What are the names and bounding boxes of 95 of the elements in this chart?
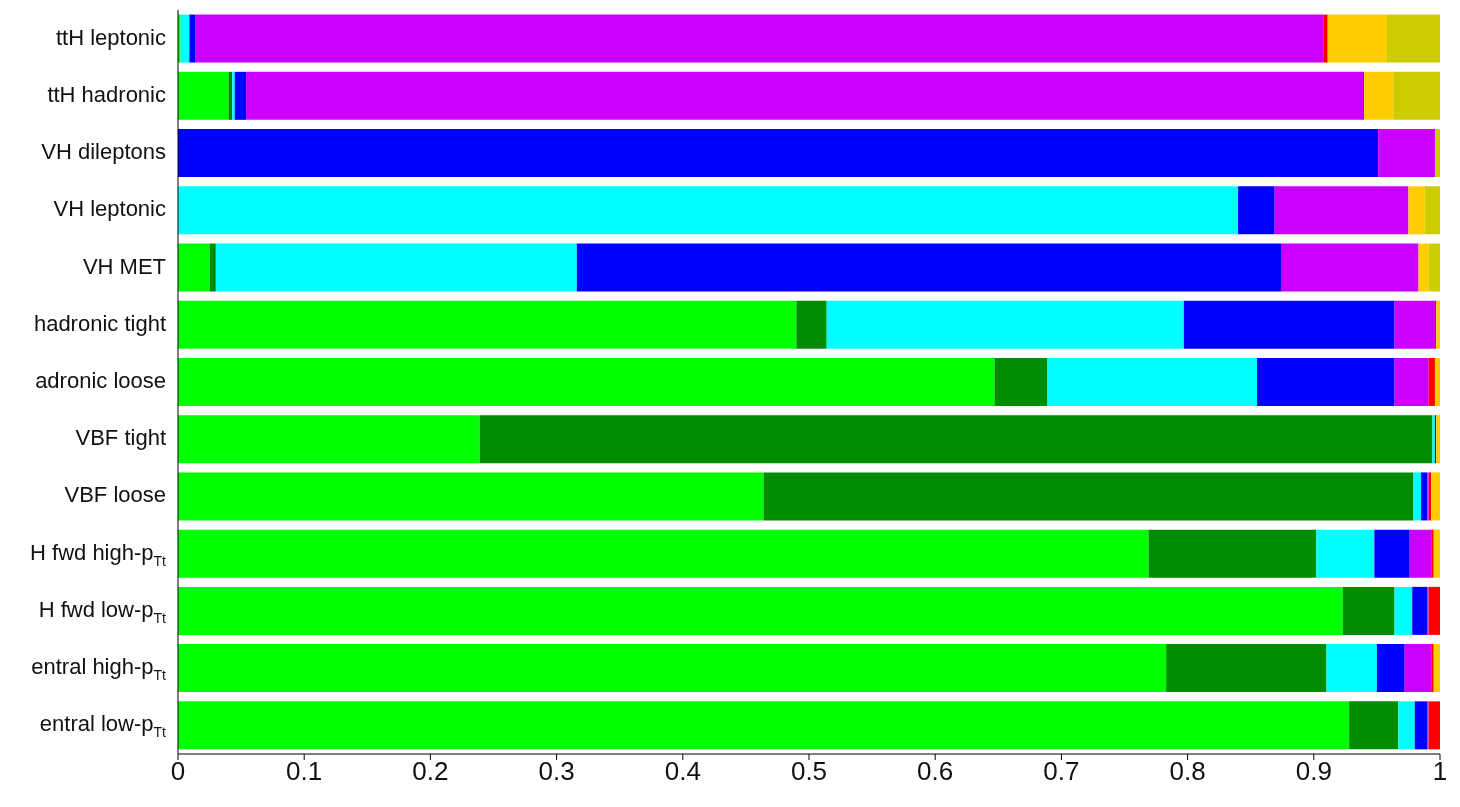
bar <box>1374 529 1410 578</box>
bar <box>1431 472 1440 521</box>
bar <box>1364 71 1394 120</box>
bar <box>576 243 1281 292</box>
bar <box>1434 357 1440 406</box>
bar <box>826 300 1184 349</box>
bar <box>1047 357 1258 406</box>
y-tick-label: hadronic tight <box>33 310 166 336</box>
bar <box>195 14 1324 63</box>
bar <box>994 357 1048 406</box>
x-tick-label: 1 <box>1432 756 1448 787</box>
bar <box>234 71 247 120</box>
y-tick-label: entral high-p$_{Tt}$ <box>31 654 167 684</box>
bar <box>228 71 233 120</box>
y-tick-label: H fwd high-p$_{Tt}$ <box>30 539 167 569</box>
bar <box>178 415 480 464</box>
y-tick-label: ttH hadronic <box>47 81 166 107</box>
x-tick-label: 0 <box>170 756 186 787</box>
bar <box>178 472 764 521</box>
bar <box>1238 186 1275 235</box>
bar <box>1408 186 1425 235</box>
y-tick-label: VH MET <box>82 253 166 279</box>
bar <box>1428 586 1440 635</box>
bar <box>178 243 210 292</box>
bar <box>178 300 797 349</box>
bar <box>1274 186 1409 235</box>
bar <box>1148 529 1317 578</box>
x-tick-label: 0.2 <box>412 756 449 787</box>
bar <box>246 71 1364 120</box>
y-tick-label: ttH leptonic <box>55 24 166 50</box>
bar <box>178 129 1379 178</box>
bar <box>1349 701 1399 750</box>
y-tick-label: VBF tight <box>75 425 166 451</box>
bar <box>1323 14 1328 63</box>
bar <box>1413 472 1422 521</box>
bar <box>209 243 216 292</box>
bar <box>1394 300 1435 349</box>
bar <box>1434 129 1440 178</box>
x-tick-label: 0.5 <box>790 756 828 787</box>
bar <box>1418 243 1429 292</box>
bar <box>178 701 1350 750</box>
bar <box>1431 529 1434 578</box>
bar <box>1433 644 1440 693</box>
x-tick-label: 0.9 <box>1295 756 1332 787</box>
y-tick-label: VBF loose <box>64 482 166 508</box>
bar <box>1398 701 1415 750</box>
y-tick-label: entral low-p$_{Tt}$ <box>39 711 167 741</box>
bar <box>1183 300 1395 349</box>
bar <box>189 14 196 63</box>
y-tick-label: adronic loose <box>35 368 166 393</box>
bar <box>1257 357 1395 406</box>
bar <box>1409 529 1432 578</box>
bar <box>479 415 1433 464</box>
bar <box>178 186 1239 235</box>
bar <box>1166 644 1327 693</box>
bar <box>763 472 1414 521</box>
bar <box>1316 529 1375 578</box>
x-tick-label: 0.6 <box>917 756 954 787</box>
bar <box>1428 357 1435 406</box>
bar <box>1378 129 1435 178</box>
y-tick-label: VH leptonic <box>53 196 166 222</box>
y-tick-label: VH dileptons <box>41 139 166 165</box>
bar <box>1280 243 1419 292</box>
bar <box>178 71 229 120</box>
x-tick-label: 0.7 <box>1043 756 1080 787</box>
bar <box>1428 701 1440 750</box>
bar <box>1387 14 1440 63</box>
y-tick-label: H fwd low-p$_{Tt}$ <box>38 596 167 627</box>
bar <box>1393 71 1440 120</box>
bar <box>1404 644 1432 693</box>
x-tick-label: 0.1 <box>286 756 323 787</box>
bar <box>180 14 190 63</box>
bar <box>1412 586 1428 635</box>
bar <box>178 357 995 406</box>
bar <box>1327 14 1387 63</box>
bar <box>1431 644 1434 693</box>
bar <box>1342 586 1395 635</box>
x-tick-label: 0.4 <box>664 756 701 787</box>
bar <box>1376 644 1405 693</box>
bar <box>1421 472 1428 521</box>
bar <box>232 71 235 120</box>
bar <box>1428 243 1440 292</box>
bar <box>1414 701 1428 750</box>
x-tick-label: 0.3 <box>538 756 575 787</box>
bar <box>796 300 827 349</box>
bar <box>178 644 1167 693</box>
bar <box>178 586 1343 635</box>
x-tick-label: 0.8 <box>1169 756 1206 787</box>
bar <box>1394 586 1413 635</box>
bar <box>1424 186 1440 235</box>
bar <box>178 529 1149 578</box>
bar <box>215 243 577 292</box>
bar <box>1394 357 1429 406</box>
bar <box>1433 529 1440 578</box>
bar <box>1326 644 1377 693</box>
